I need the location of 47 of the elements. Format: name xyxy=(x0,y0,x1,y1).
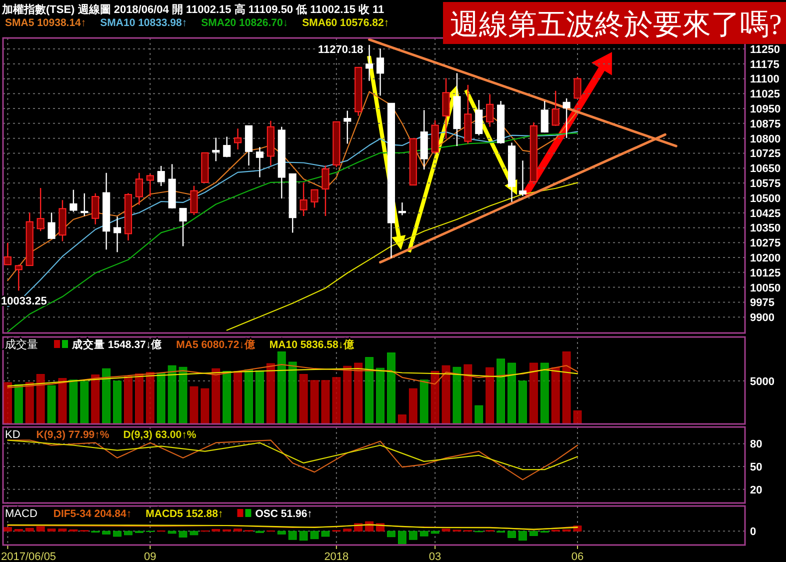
y-tick-label: 10200 xyxy=(750,252,781,265)
legend-label: OSC 51.96↑ xyxy=(255,508,312,520)
y-tick-label: 11100 xyxy=(750,74,780,86)
y-tick-label: 10875 xyxy=(750,118,781,130)
chart-title: KD xyxy=(5,429,20,441)
chart-subtitle: 加權指數(TSE) 週線圖 2018/06/04 開 11002.15 高 11109.50 低 11002.15 收 11 xyxy=(1,3,384,16)
y-tick-label: 11250 xyxy=(750,44,780,56)
text: SMA20 10826.70↓ xyxy=(201,17,288,29)
series-label: MACD5 152.88↑ xyxy=(146,508,224,520)
y-tick-label: 10350 xyxy=(750,222,781,235)
y-tick-label: 5000 xyxy=(750,376,774,388)
y-tick-label: 50 xyxy=(750,462,762,474)
y-tick-label: 10725 xyxy=(750,148,781,160)
y-tick-label: 10800 xyxy=(750,133,781,146)
x-tick-label: 2017/06/05 xyxy=(1,551,56,562)
y-tick-label: 10050 xyxy=(750,282,781,294)
text: SMA5 10938.14↑ xyxy=(5,17,86,29)
series-label: MA10 5836.58↓億 xyxy=(269,338,356,351)
y-tick-label: 10950 xyxy=(750,104,781,116)
y-tick-label: 9900 xyxy=(750,312,774,324)
y-tick-label: 10275 xyxy=(750,238,781,250)
y-tick-label: 11025 xyxy=(750,88,780,101)
x-tick-label: 09 xyxy=(144,551,156,562)
legend-label: 成交量 1548.37↓億 xyxy=(71,338,164,351)
text: SMA10 10833.98↑ xyxy=(100,17,188,29)
y-tick-label: 20 xyxy=(750,484,762,496)
y-tick-label: 10575 xyxy=(750,178,781,190)
chart-title: 成交量 xyxy=(5,338,38,351)
ref-line-label: 0 xyxy=(750,526,756,538)
x-tick-label: 06 xyxy=(571,551,584,562)
series-label: K(9,3) 77.99↑% xyxy=(36,429,110,441)
chart-title: MACD xyxy=(5,508,38,520)
y-tick-label: 9975 xyxy=(750,297,774,310)
y-tick-label: 10500 xyxy=(750,192,781,205)
x-tick-label: 2018 xyxy=(324,551,349,562)
y-tick-label: 10125 xyxy=(750,267,781,280)
annotation: 11270.18 xyxy=(318,44,364,56)
y-tick-label: 11175 xyxy=(750,58,780,71)
y-tick-label: 10425 xyxy=(750,208,781,220)
series-label: DIF5-34 204.84↑ xyxy=(53,508,132,520)
chart-title: 週線第五波終於要來了嗎? xyxy=(450,9,782,41)
y-tick-label: 10650 xyxy=(750,163,781,176)
y-tick-label: 80 xyxy=(750,438,762,451)
series-label: MA5 6080.72↓億 xyxy=(176,338,256,351)
series-label: D(9,3) 63.00↑% xyxy=(123,429,197,441)
x-tick-label: 03 xyxy=(428,551,442,562)
text: SMA60 10576.82↑ xyxy=(302,17,390,29)
